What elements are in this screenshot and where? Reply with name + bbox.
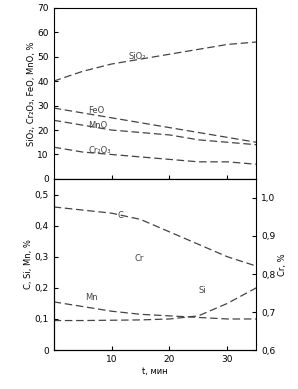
X-axis label: t, мин: t, мин <box>142 367 168 376</box>
Text: MnO: MnO <box>89 121 108 130</box>
Text: SiO₂: SiO₂ <box>129 52 146 61</box>
Text: C: C <box>117 211 123 220</box>
Y-axis label: SiO₂, Cr₂O₃, FeO, MnO, %: SiO₂, Cr₂O₃, FeO, MnO, % <box>27 41 36 145</box>
Y-axis label: Cr, %: Cr, % <box>278 253 287 276</box>
Text: Si: Si <box>198 286 206 294</box>
Text: Cr: Cr <box>135 254 144 263</box>
Y-axis label: C, Si, Mn, %: C, Si, Mn, % <box>24 240 33 289</box>
Text: Mn: Mn <box>86 293 98 302</box>
Text: Cr₂O₃: Cr₂O₃ <box>89 146 111 155</box>
Text: FeO: FeO <box>89 106 105 115</box>
